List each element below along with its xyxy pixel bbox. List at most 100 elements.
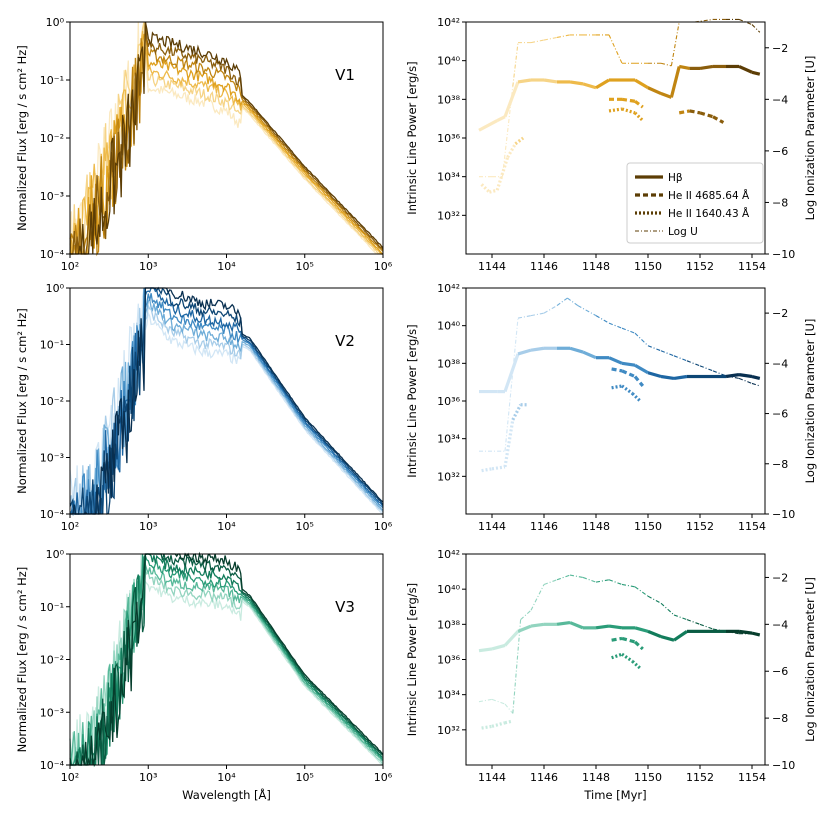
sed-series-line <box>70 287 384 515</box>
logU-line <box>686 360 701 367</box>
x-tick-label: 10⁴ <box>217 520 236 533</box>
heii1640-line <box>621 384 634 395</box>
heii4686-line <box>621 97 636 103</box>
hbeta-line <box>673 630 688 642</box>
panel-lines-v3: 1144 1146 1148 1150 1152 1154 10³² 10³⁴ 10³⁶ 10³⁸… <box>405 548 817 802</box>
hbeta-line <box>751 631 761 637</box>
hbeta-line <box>751 374 761 380</box>
logU-line <box>504 318 519 452</box>
logU-line <box>567 297 579 307</box>
heii1640-line <box>504 719 514 725</box>
legend-label: Log U <box>668 226 698 238</box>
y2-tick-label: −4 <box>772 618 788 631</box>
logU-line <box>634 332 649 347</box>
hbeta-line <box>543 78 558 84</box>
y2-tick-label: −6 <box>772 408 788 421</box>
y-tick-label: 10⁻² <box>40 395 64 408</box>
x-tick-label: 1144 <box>478 771 506 784</box>
x-tick-label: 1144 <box>478 260 506 273</box>
panel-sed-v1: 10² 10³ 10⁴ 10⁵ 10⁶ 10⁻⁴ 10⁻³ 10⁻² 10⁻¹ 10⁰ V1 Norm… <box>15 16 393 273</box>
y-tick-label: 10³⁴ <box>437 689 460 702</box>
hbeta-line <box>660 374 675 380</box>
heii4686-line <box>634 99 644 109</box>
y-axis-label: Normalized Flux [erg / s cm² Hz] <box>15 308 29 494</box>
heii4686-line <box>633 640 644 651</box>
logU-line <box>491 698 506 705</box>
y2-tick-label: −8 <box>772 196 788 209</box>
hbeta-line <box>751 70 761 76</box>
hbeta-line <box>530 346 545 352</box>
panel-sed-v3: 10² 10³ 10⁴ 10⁵ 10⁶ 10⁻⁴ 10⁻³ 10⁻² 10⁻¹ 10⁰ V3 Norm… <box>15 548 393 802</box>
logU-line <box>556 574 571 581</box>
x-tick-label: 10³ <box>139 260 157 273</box>
heii1640-line <box>633 111 644 122</box>
y-tick-label: 10⁰ <box>46 548 65 561</box>
x-tick-label: 1152 <box>686 260 714 273</box>
hbeta-line <box>530 622 545 628</box>
sed-series-line <box>70 551 384 766</box>
x-tick-label: 1152 <box>686 520 714 533</box>
hbeta-line <box>660 92 672 99</box>
x-tick-label: 10² <box>61 771 79 784</box>
x-tick-label: 10⁶ <box>374 771 393 784</box>
y-tick-label: 10⁻¹ <box>40 74 64 87</box>
logU-line <box>751 24 761 33</box>
hbeta-line <box>503 353 520 393</box>
logU-line <box>660 62 672 67</box>
x-tick-label: 1148 <box>582 771 610 784</box>
x-tick-label: 1146 <box>530 260 558 273</box>
heii4686-line <box>633 375 645 387</box>
logU-line <box>670 21 680 66</box>
x-tick-label: 10⁶ <box>374 520 393 533</box>
sed-series-line <box>70 21 384 255</box>
heii1640-line <box>511 404 523 421</box>
sed-series-line <box>70 287 384 515</box>
hbeta-line <box>478 119 498 132</box>
hbeta-line <box>496 115 506 123</box>
logU-line <box>556 34 571 39</box>
logU-line <box>569 574 584 578</box>
y-axis-label: Intrinsic Line Power [erg/s] <box>405 324 419 477</box>
x-axis-label: Time [Myr] <box>583 788 646 802</box>
y-tick-label: 10⁴⁰ <box>437 583 460 596</box>
heii4686-line <box>712 115 725 124</box>
logU-line <box>595 315 610 324</box>
sed-series-line <box>69 287 384 515</box>
heii1640-line <box>611 384 623 390</box>
y2-tick-label: −6 <box>772 665 788 678</box>
y-tick-label: 10⁻³ <box>40 706 64 719</box>
hbeta-line <box>647 629 662 639</box>
logU-line <box>530 584 545 611</box>
hbeta-line <box>725 373 740 379</box>
x-tick-label: 1152 <box>686 771 714 784</box>
heii1640-line <box>489 188 498 194</box>
logU-line <box>686 619 701 625</box>
x-tick-label: 10³ <box>139 520 157 533</box>
hbeta-line <box>517 624 532 633</box>
y-tick-label: 10⁴² <box>437 16 460 29</box>
y2-tick-label: −10 <box>772 508 795 521</box>
y-tick-label: 10⁻⁴ <box>40 248 65 261</box>
logU-line <box>699 365 714 372</box>
heii1640-line <box>608 107 623 113</box>
x-tick-label: 1146 <box>530 520 558 533</box>
hbeta-line <box>569 80 584 86</box>
y-tick-label: 10⁰ <box>46 282 65 295</box>
y-tick-label: 10⁻¹ <box>40 339 64 352</box>
y-tick-label: 10³² <box>437 209 460 222</box>
y-tick-label: 10⁻¹ <box>40 601 64 614</box>
logU-line <box>647 345 662 352</box>
heii1640-line <box>495 156 510 191</box>
sed-series-line <box>69 286 384 515</box>
heii4686-line <box>678 109 690 115</box>
heii4686-line <box>621 369 636 378</box>
x-tick-label: 1148 <box>582 260 610 273</box>
hbeta-line <box>660 635 675 642</box>
panel-label: V3 <box>335 598 355 616</box>
y-tick-label: 10⁴⁰ <box>437 320 460 333</box>
hbeta-line <box>478 647 493 653</box>
hbeta-line <box>491 643 506 651</box>
x-tick-label: 10⁴ <box>217 771 236 784</box>
y-tick-label: 10⁻² <box>40 132 64 145</box>
